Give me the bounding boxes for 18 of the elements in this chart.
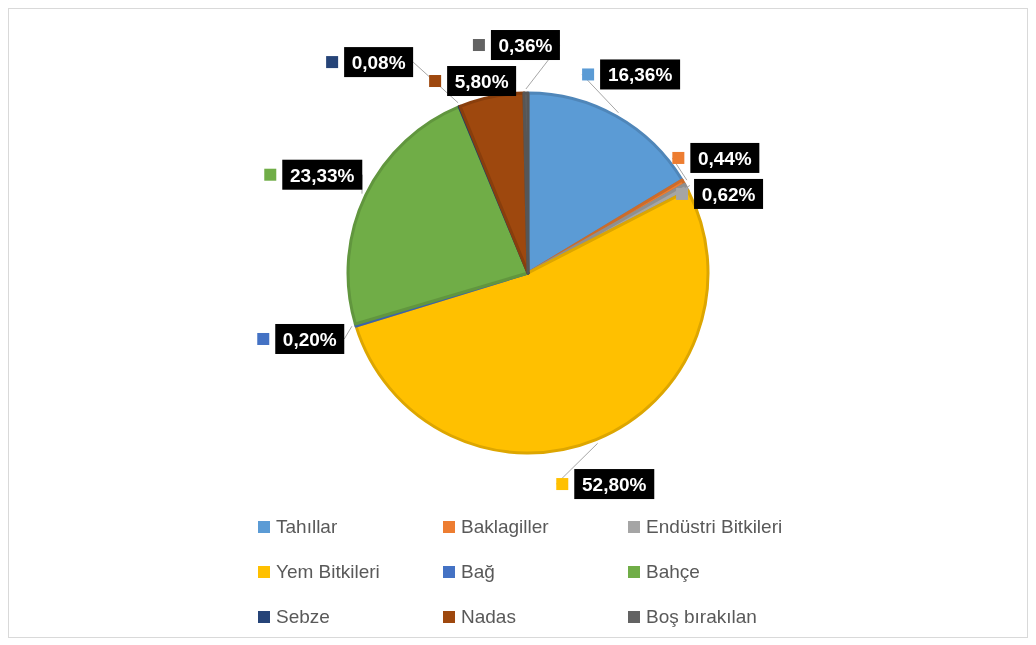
data-label: 52,80% bbox=[582, 474, 647, 496]
legend-label: Bağ bbox=[461, 561, 495, 582]
legend-label: Sebze bbox=[276, 606, 330, 627]
legend-label: Nadas bbox=[461, 606, 516, 627]
data-label: 0,44% bbox=[697, 147, 752, 169]
data-label: 0,36% bbox=[498, 35, 553, 57]
data-label: 0,08% bbox=[351, 52, 406, 74]
data-label: 5,80% bbox=[454, 71, 509, 93]
data-label: 23,33% bbox=[290, 164, 355, 186]
data-label: 0,20% bbox=[282, 328, 337, 350]
legend-label: Baklagiller bbox=[461, 516, 550, 537]
legend-label: Yem Bitkileri bbox=[276, 561, 380, 582]
legend-label: Tahıllar bbox=[276, 516, 338, 537]
data-label: 16,36% bbox=[607, 64, 673, 86]
legend-label: Bahçe bbox=[646, 561, 700, 582]
data-label: 0,62% bbox=[701, 183, 756, 205]
legend-label: Boş bırakılan bbox=[646, 606, 757, 627]
legend-label: Endüstri Bitkileri bbox=[646, 516, 783, 537]
